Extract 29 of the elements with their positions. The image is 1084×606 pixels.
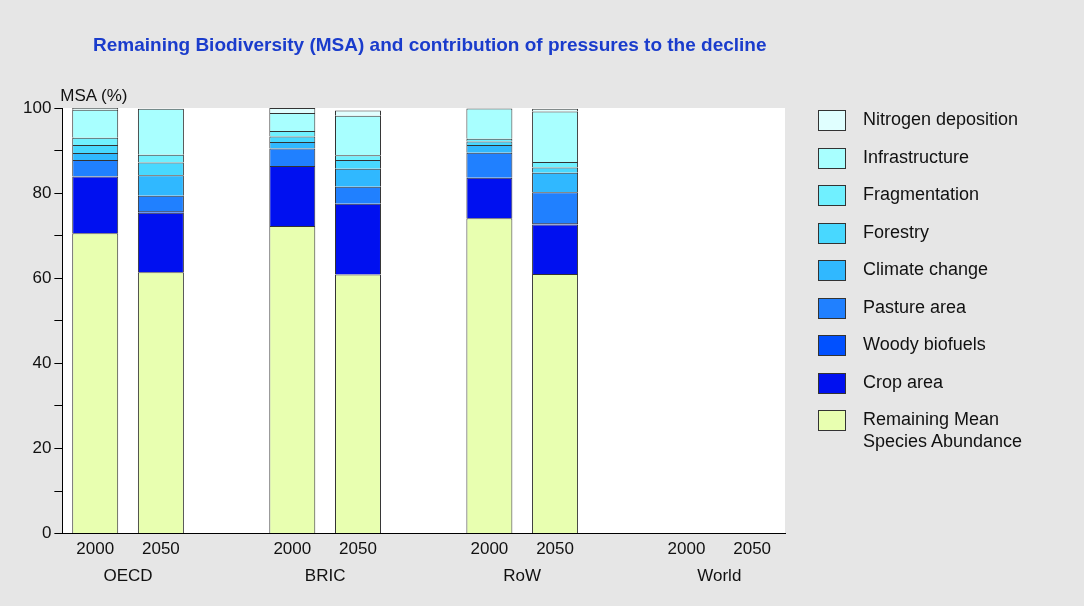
x-tick-label: 2000	[76, 539, 115, 559]
x-tick-label: 2050	[141, 539, 180, 559]
legend-label: Crop area	[863, 370, 945, 393]
legend-label: Infrastructure	[863, 145, 971, 168]
y-tick-label: 0	[41, 523, 52, 543]
legend-label: Forestry	[863, 220, 930, 243]
legend-label: Climate change	[863, 258, 990, 280]
y-tick-label: 100	[22, 97, 52, 117]
legend-label: Woody biofuels	[863, 333, 987, 355]
y-tick-label: 80	[32, 182, 52, 202]
text: OECD	[103, 565, 153, 585]
y-tick-label: 20	[32, 438, 52, 458]
x-tick-label: 2000	[470, 539, 509, 559]
x-tick-label: 2050	[339, 539, 377, 559]
text: BRIC	[304, 565, 346, 585]
text: World	[697, 565, 742, 585]
x-tick-label: 2000	[667, 539, 706, 559]
y-axis-title: MSA (%)	[60, 86, 128, 106]
x-tick-label: 2000	[273, 539, 312, 559]
legend-label: Nitrogen deposition	[863, 108, 1020, 130]
text: RoW	[503, 565, 542, 585]
legend-label: Remaining Mean Species Abundance	[863, 408, 1024, 452]
chart-title: Remaining Biodiversity (MSA) and contribution of pressures to the decline	[93, 34, 767, 56]
legend-label: Pasture area	[863, 295, 968, 318]
y-tick-label: 60	[32, 267, 52, 287]
x-tick-label: 2050	[536, 539, 574, 559]
y-tick-label: 40	[32, 353, 52, 373]
x-tick-label: 2050	[733, 539, 772, 559]
legend-label: Fragmentation	[863, 183, 981, 205]
